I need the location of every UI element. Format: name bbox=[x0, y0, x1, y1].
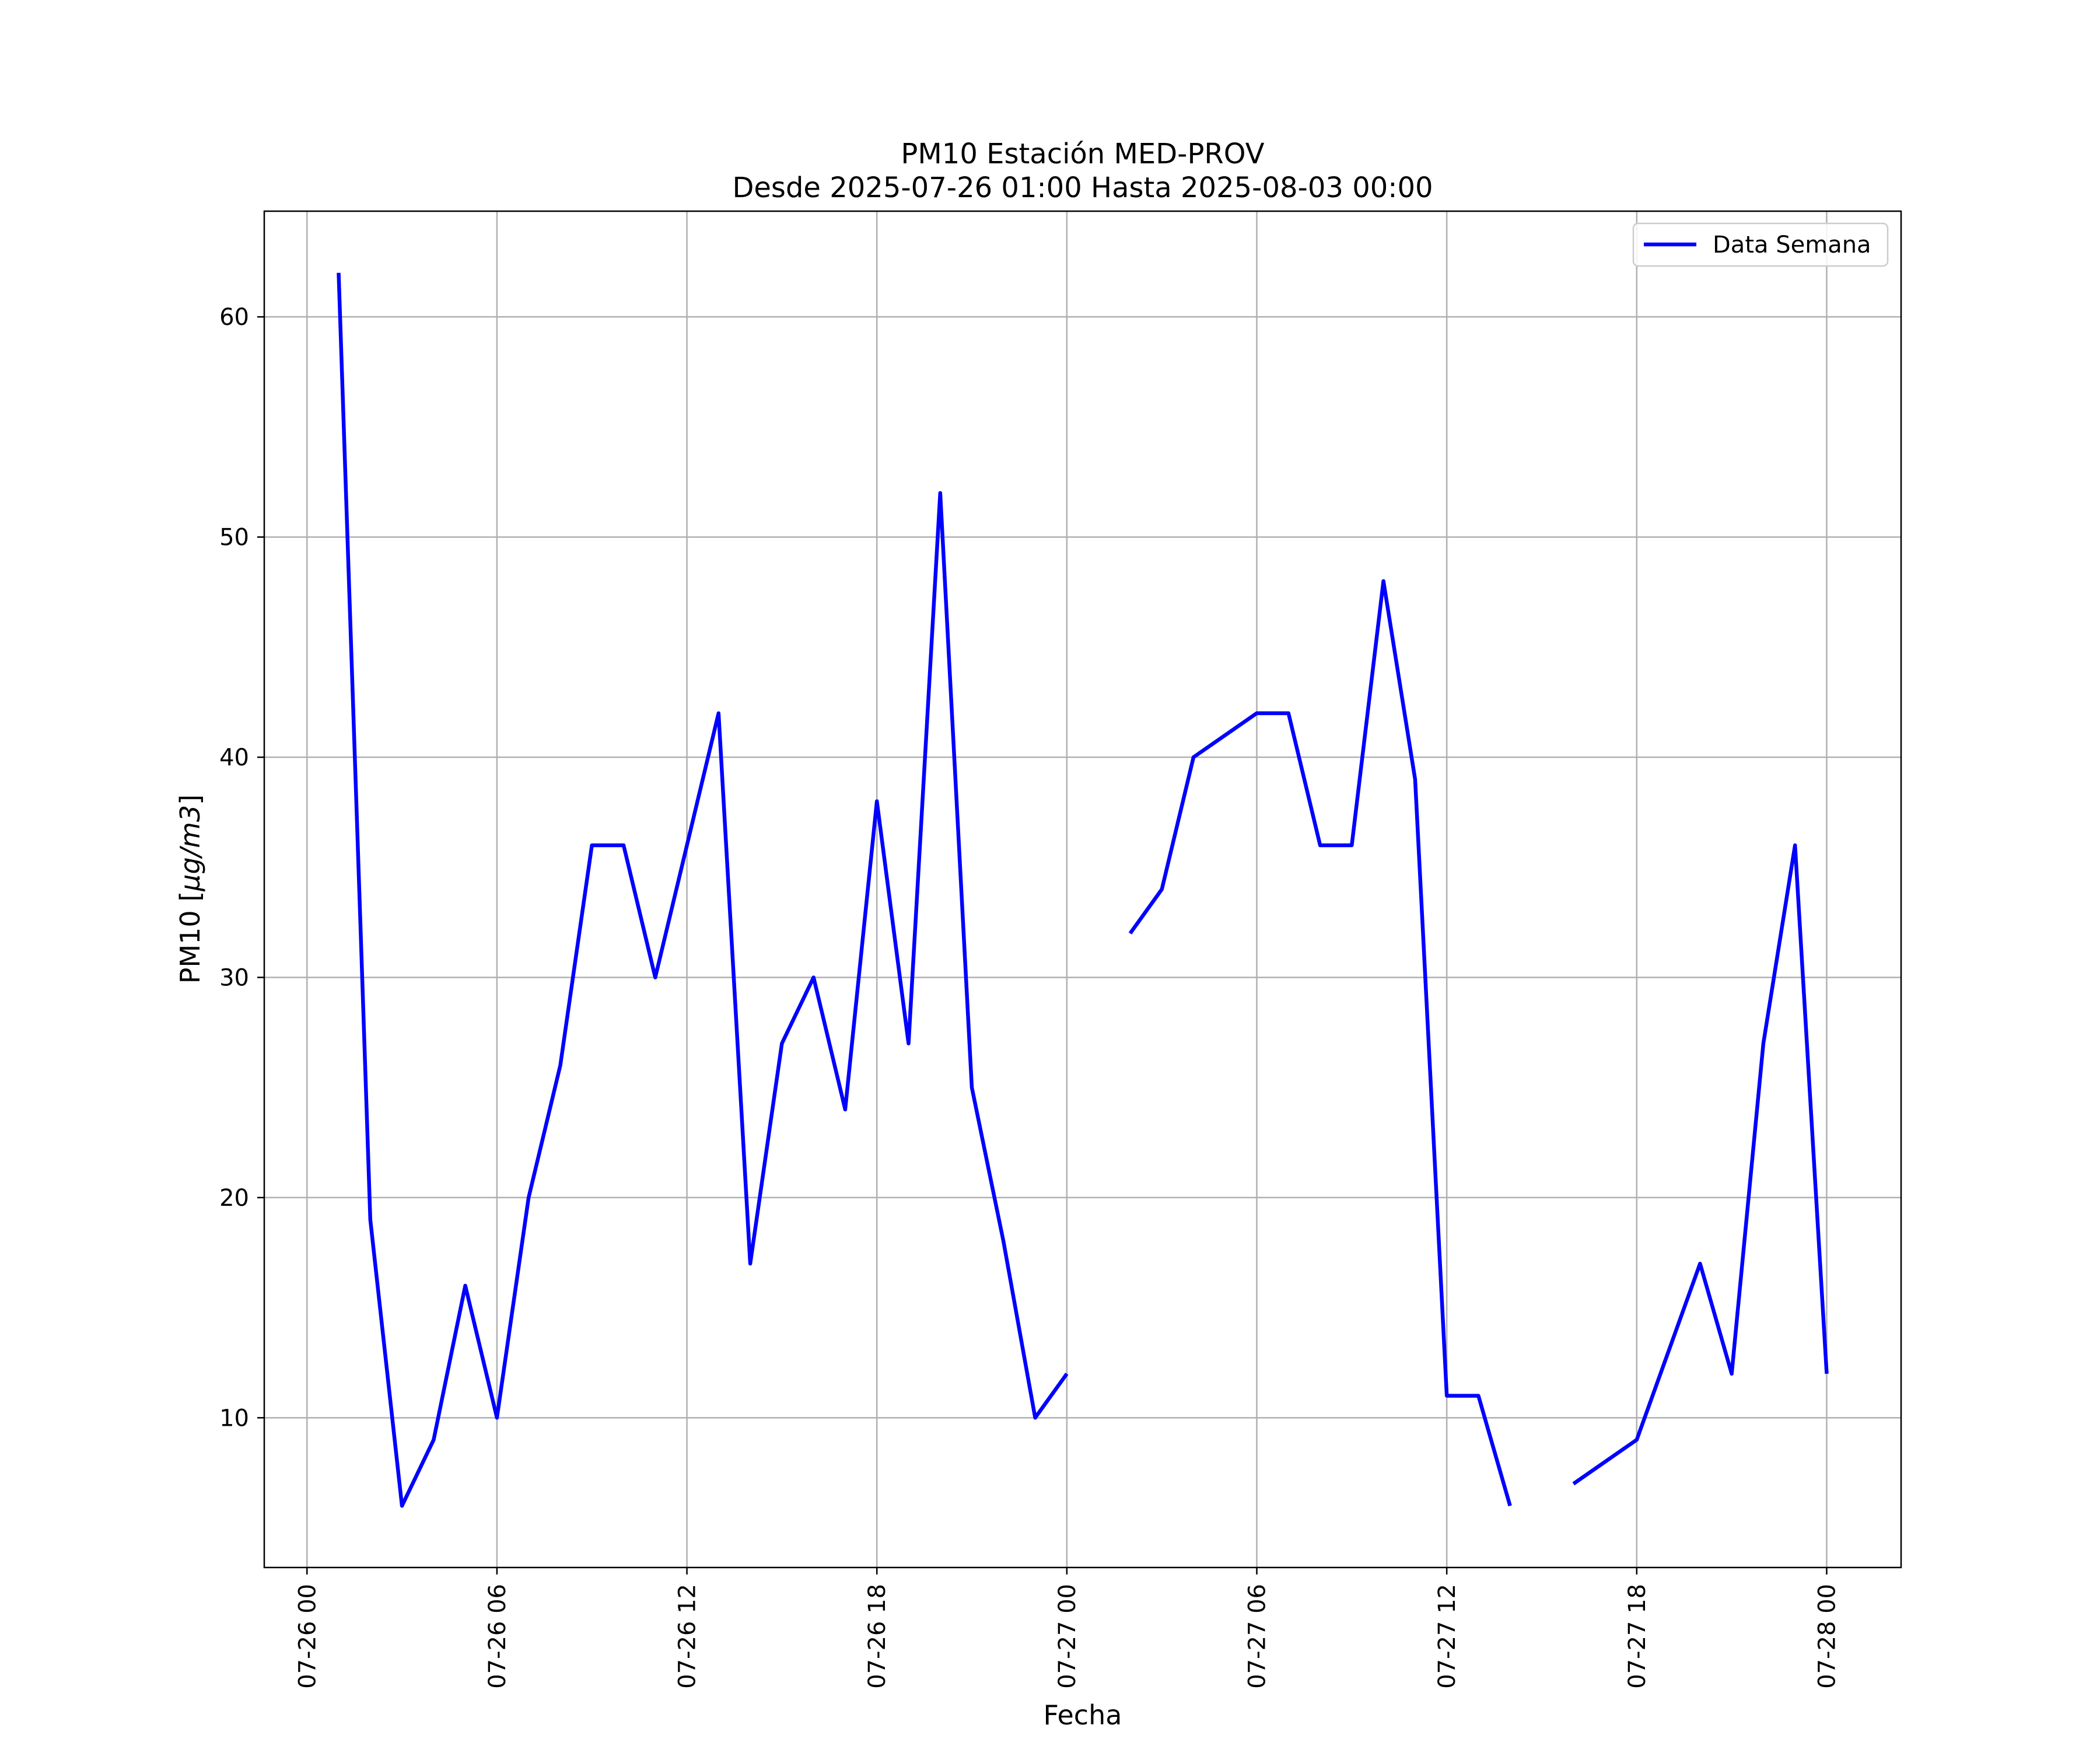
grid-lines bbox=[264, 211, 1901, 1567]
x-tick-label: 07-28 00 bbox=[1814, 1584, 1840, 1689]
y-tick-label: 10 bbox=[219, 1405, 249, 1432]
y-tick-label: 60 bbox=[219, 304, 249, 331]
x-tick-label: 07-26 18 bbox=[864, 1584, 891, 1689]
chart-subtitle: Desde 2025-07-26 01:00 Hasta 2025-08-03 … bbox=[732, 172, 1433, 204]
y-tick-label: 20 bbox=[219, 1185, 249, 1212]
y-tick-label: 30 bbox=[219, 964, 249, 991]
series-line-segment bbox=[1572, 843, 1829, 1486]
x-tick-label: 07-27 12 bbox=[1434, 1584, 1461, 1689]
legend-label: Data Semana bbox=[1713, 232, 1871, 258]
y-tick-label: 40 bbox=[219, 744, 249, 771]
series-line-segment bbox=[1128, 579, 1512, 1507]
x-tick-label: 07-27 18 bbox=[1624, 1584, 1651, 1689]
series-line-segment bbox=[337, 272, 1069, 1508]
plot-frame bbox=[263, 210, 1902, 1569]
y-axis-label-suffix: ] bbox=[174, 795, 206, 805]
x-tick-label: 07-27 00 bbox=[1054, 1584, 1081, 1689]
chart-title: PM10 Estación MED-PROV bbox=[901, 138, 1264, 170]
x-axis-label: Fecha bbox=[1044, 1699, 1122, 1731]
x-tick-label: 07-26 12 bbox=[674, 1584, 701, 1689]
legend: Data Semana bbox=[1632, 222, 1889, 267]
x-tick-label: 07-26 06 bbox=[484, 1584, 511, 1689]
legend-box bbox=[1632, 222, 1889, 267]
y-tick-label: 50 bbox=[219, 524, 249, 551]
y-axis-ticks: 10 20 30 40 50 60 bbox=[219, 304, 264, 1432]
series-lines bbox=[337, 272, 1829, 1508]
y-axis-label-prefix: PM10 [ bbox=[174, 891, 206, 984]
x-tick-label: 07-26 00 bbox=[294, 1584, 321, 1689]
x-axis-ticks: 07-26 00 07-26 06 07-26 12 07-26 18 07-27 00… bbox=[294, 1567, 1840, 1689]
y-axis-label: PM10 [μg/m3] bbox=[174, 795, 206, 984]
y-axis-label-unit: μg/m3 bbox=[174, 805, 206, 892]
x-tick-label: 07-27 06 bbox=[1244, 1584, 1271, 1689]
